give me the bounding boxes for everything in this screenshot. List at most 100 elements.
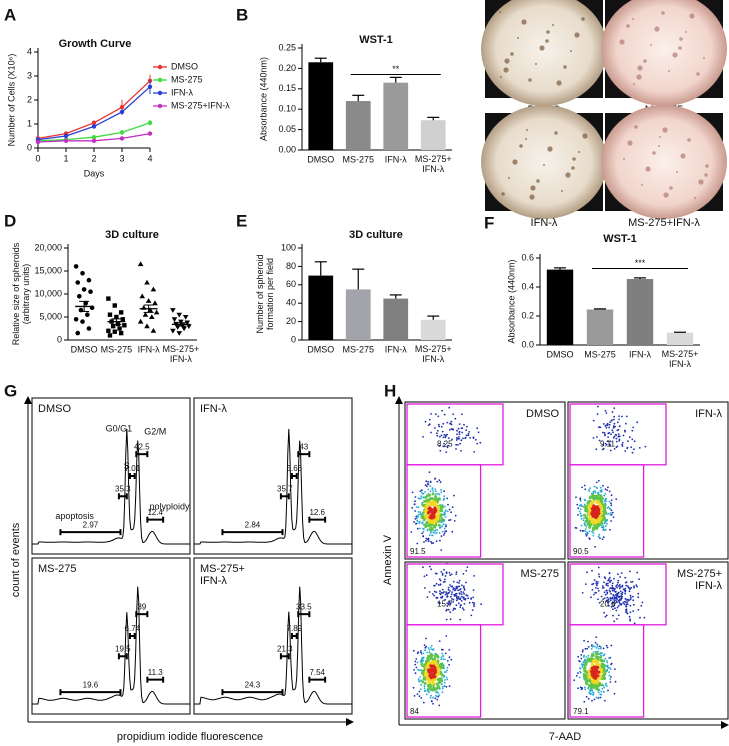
event-dot <box>606 646 609 649</box>
gate-live <box>406 464 482 558</box>
culture-dish <box>481 105 607 219</box>
event-dot <box>443 681 446 684</box>
event-dot <box>456 433 458 436</box>
y-tick-label: 0.6 <box>521 252 534 262</box>
event-dot <box>430 526 433 530</box>
event-dot <box>424 649 427 652</box>
event-dot <box>416 652 419 655</box>
event-dot <box>585 530 587 533</box>
event-dot <box>428 423 431 426</box>
x-tick-label: IFN-λ <box>385 344 407 354</box>
event-dot <box>472 437 475 439</box>
spheroid <box>526 129 528 131</box>
event-dot <box>417 497 420 500</box>
event-dot <box>600 665 604 668</box>
event-dot <box>427 537 430 540</box>
event-dot <box>453 520 456 522</box>
data-point <box>139 293 146 299</box>
event-dot <box>452 598 455 601</box>
y-tick-label: 0 <box>57 334 62 344</box>
event-dot <box>608 500 611 503</box>
event-dot <box>441 588 444 591</box>
event-dot <box>633 585 635 588</box>
event-dot <box>442 436 445 439</box>
event-dot <box>626 612 629 615</box>
x-tick-label: MS-275+ IFN-λ <box>162 344 199 364</box>
event-dot <box>598 439 601 442</box>
event-dot <box>440 648 443 651</box>
event-dot <box>596 436 598 438</box>
event-dot <box>450 420 453 423</box>
y-tick-label: 80 <box>286 261 296 271</box>
event-dot <box>428 648 431 651</box>
event-dot <box>628 436 631 438</box>
event-dot <box>589 487 592 490</box>
data-point <box>137 261 144 267</box>
event-dot <box>612 516 615 518</box>
spheroid <box>654 26 660 32</box>
spheroid <box>663 192 669 198</box>
event-dot <box>604 593 607 596</box>
y-tick-label: 0.00 <box>278 144 296 154</box>
gate-value: 33.5 <box>296 602 312 611</box>
data-point <box>186 324 192 329</box>
event-dot <box>458 433 461 435</box>
spheroid <box>547 146 553 152</box>
event-dot <box>588 490 591 492</box>
event-dot <box>422 535 425 537</box>
spheroid <box>499 11 501 13</box>
event-dot <box>583 517 585 519</box>
event-dot <box>617 614 620 617</box>
event-dot <box>580 657 583 660</box>
event-dot <box>595 670 599 674</box>
event-dot <box>617 433 620 435</box>
event-dot <box>455 443 458 446</box>
event-dot <box>417 511 420 513</box>
event-dot <box>598 575 601 578</box>
event-dot <box>580 524 583 527</box>
panel-name: MS-275 <box>520 568 559 580</box>
event-dot <box>610 663 612 666</box>
panel-name: MS-275 <box>38 563 77 575</box>
event-dot <box>581 505 584 508</box>
event-dot <box>424 484 427 486</box>
chart-title: Growth Curve <box>59 38 132 50</box>
event-dot <box>596 582 599 585</box>
axis-arrow <box>721 721 729 729</box>
event-dot <box>612 431 614 434</box>
event-dot <box>596 643 599 646</box>
event-dot <box>430 540 432 543</box>
event-dot <box>448 571 451 574</box>
event-dot <box>597 590 600 592</box>
gate-value: 35.7 <box>277 484 293 493</box>
event-dot <box>604 493 607 495</box>
event-dot <box>443 667 446 670</box>
panel-letter: D <box>4 211 16 230</box>
event-dot <box>597 405 599 408</box>
point <box>35 139 41 145</box>
y-tick-label: 0.05 <box>278 124 296 134</box>
event-dot <box>594 510 598 514</box>
panel-frame <box>31 397 191 555</box>
event-dot <box>592 534 595 537</box>
event-dot <box>610 676 612 678</box>
event-dot <box>431 488 434 490</box>
event-dot <box>625 422 627 425</box>
event-dot <box>435 694 437 697</box>
event-dot <box>617 573 619 576</box>
event-dot <box>420 679 422 682</box>
event-dot <box>610 592 612 595</box>
gate-value: 79.1 <box>573 707 589 716</box>
y-axis-label: Absorbance (440nm) <box>506 259 516 343</box>
event-dot <box>598 533 601 536</box>
event-dot <box>636 571 639 574</box>
spheroid <box>619 39 625 45</box>
event-dot <box>589 689 592 692</box>
spheroid <box>668 70 670 72</box>
event-dot <box>584 686 586 689</box>
event-dot <box>581 650 584 653</box>
gate-value: 24.3 <box>245 680 261 689</box>
event-dot <box>590 596 592 599</box>
event-dot <box>446 678 449 681</box>
